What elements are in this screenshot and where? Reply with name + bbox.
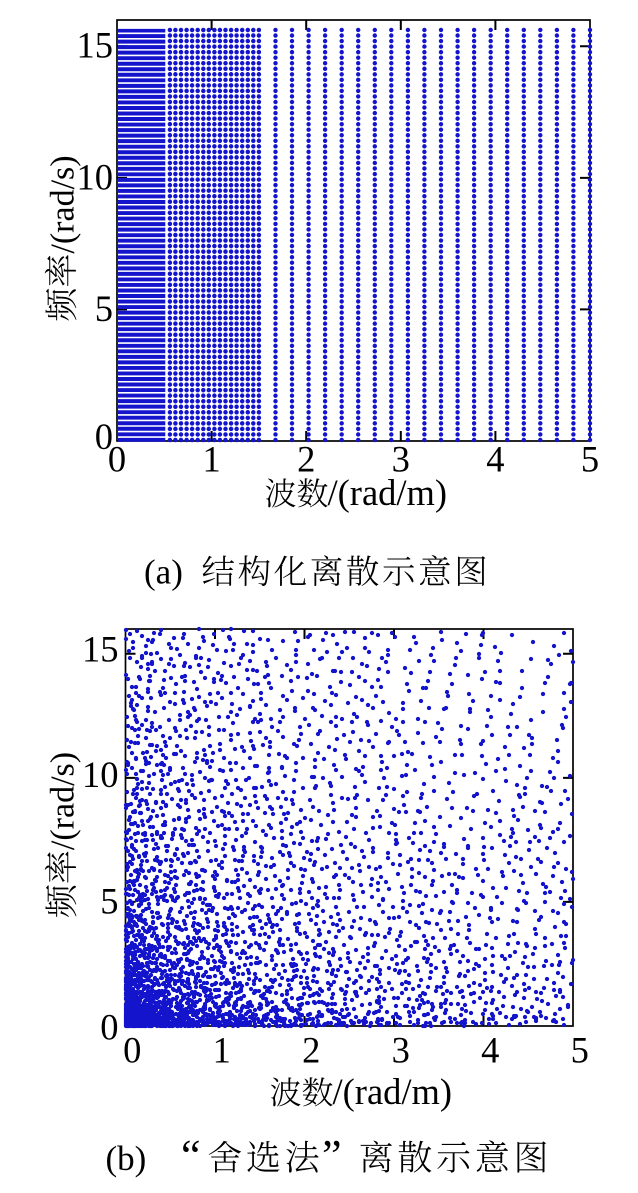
svg-text:/(rad/s): /(rad/s)	[45, 155, 82, 253]
svg-text:2: 2	[302, 1029, 320, 1070]
svg-text:5: 5	[95, 288, 113, 329]
svg-text:10: 10	[82, 754, 119, 795]
svg-text:5: 5	[581, 438, 599, 479]
svg-text:2: 2	[297, 438, 315, 479]
svg-text:10: 10	[77, 156, 114, 197]
svg-text:(a): (a)	[144, 553, 183, 592]
svg-text:”: ”	[322, 1131, 342, 1180]
svg-text:15: 15	[82, 629, 119, 670]
svg-text:0: 0	[100, 1007, 118, 1048]
svg-text:0: 0	[95, 416, 113, 457]
svg-text:/(rad/m): /(rad/m)	[333, 1071, 453, 1112]
svg-text:“: “	[181, 1131, 201, 1180]
svg-text:3: 3	[392, 1029, 410, 1070]
svg-text:15: 15	[77, 25, 114, 66]
svg-text:0: 0	[108, 438, 126, 479]
svg-text:5: 5	[571, 1029, 589, 1070]
svg-text:4: 4	[486, 438, 504, 479]
svg-text:1: 1	[213, 1029, 231, 1070]
svg-text:4: 4	[481, 1029, 499, 1070]
svg-text:0: 0	[123, 1029, 141, 1070]
svg-text:/(rad/s): /(rad/s)	[45, 752, 82, 850]
svg-text:(b): (b)	[106, 1139, 147, 1178]
svg-text:1: 1	[202, 438, 220, 479]
svg-text:/(rad/m): /(rad/m)	[328, 472, 448, 513]
svg-text:3: 3	[392, 438, 410, 479]
svg-text:5: 5	[100, 881, 118, 922]
